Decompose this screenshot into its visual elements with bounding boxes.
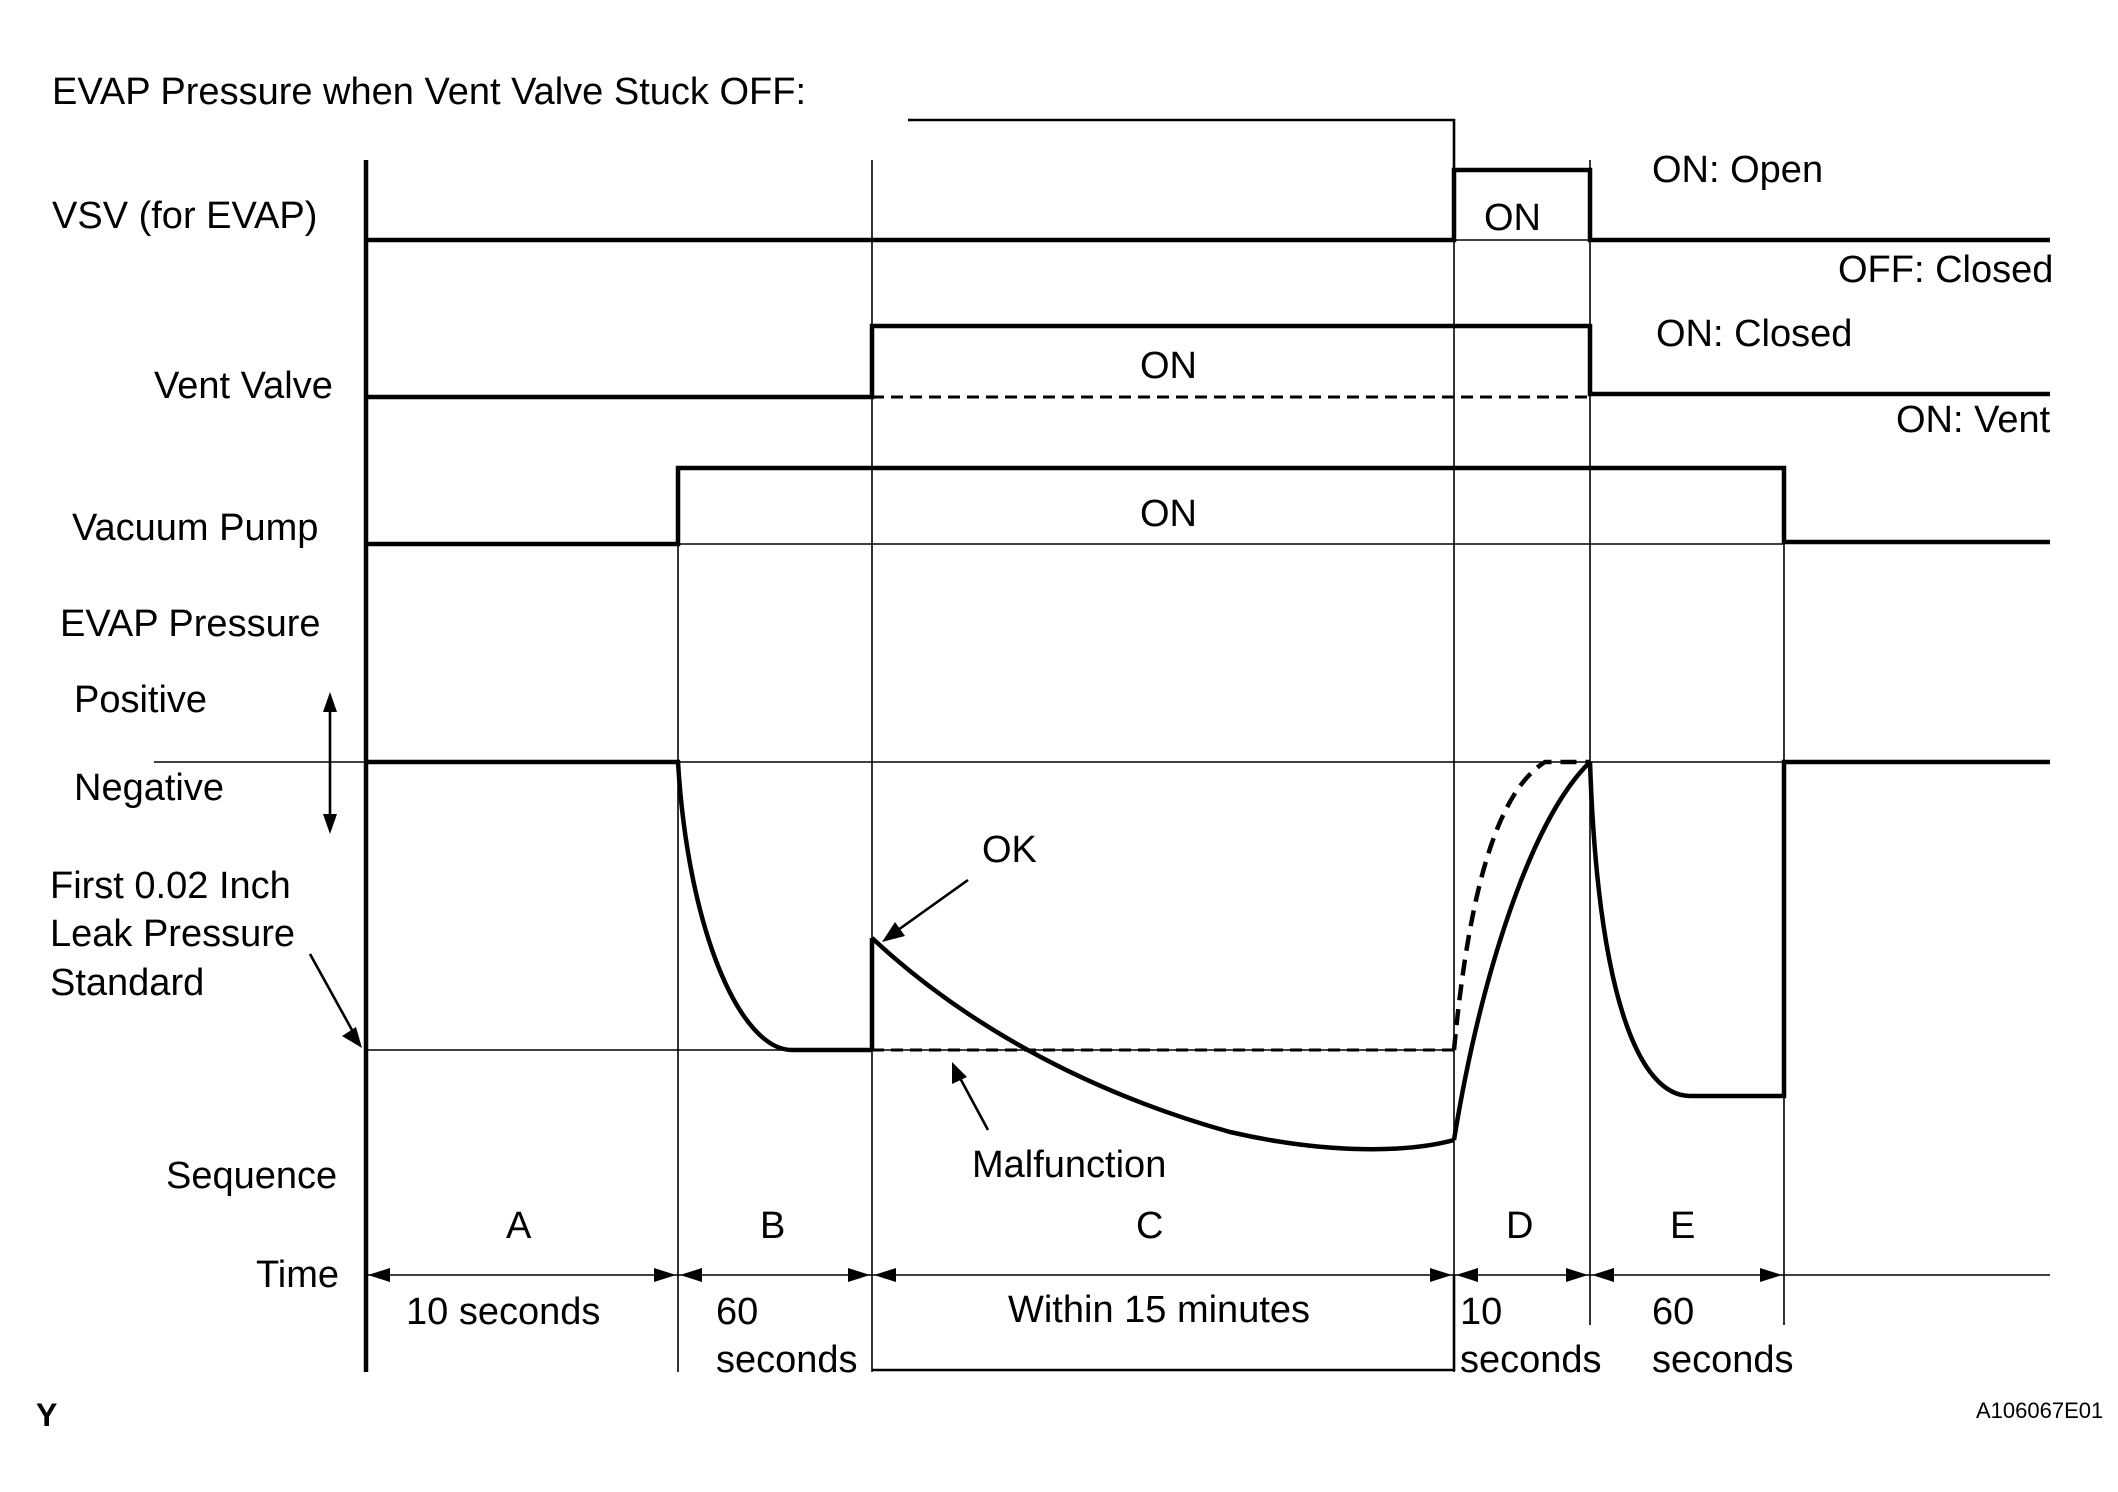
time-e-2: seconds <box>1652 1339 1794 1381</box>
bracket-bottom-line <box>872 1275 1456 1372</box>
time-b-1: 60 <box>716 1291 758 1333</box>
time-d-2: seconds <box>1460 1339 1602 1381</box>
time-b-2: seconds <box>716 1339 858 1381</box>
time-a: 10 seconds <box>406 1291 600 1333</box>
pos-neg-arrow <box>323 692 337 834</box>
footer-mark: Y <box>36 1397 57 1433</box>
seq-a: A <box>506 1205 532 1247</box>
bracket-top-line <box>908 118 1456 240</box>
seq-b: B <box>760 1205 785 1247</box>
vent-on-meaning: ON: Closed <box>1656 313 1852 355</box>
time-c: Within 15 minutes <box>1008 1289 1310 1331</box>
ok-arrow <box>882 878 969 942</box>
time-d-1: 10 <box>1460 1291 1502 1333</box>
vsv-off-meaning: OFF: Closed <box>1838 249 2053 291</box>
label-positive: Positive <box>74 679 207 721</box>
vent-off-meaning: ON: Vent <box>1896 399 2051 441</box>
vent-valve-trace <box>366 323 2050 400</box>
leak-standard-arrow <box>308 953 362 1048</box>
label-vacuum-pump: Vacuum Pump <box>72 507 318 549</box>
label-leak-standard-3: Standard <box>50 962 204 1004</box>
vsv-on-meaning: ON: Open <box>1652 149 1823 191</box>
vsv-on-label: ON <box>1484 197 1541 239</box>
ok-label: OK <box>982 829 1037 871</box>
label-time: Time <box>256 1254 339 1296</box>
vent-on-label: ON <box>1140 345 1197 387</box>
time-arrowheads <box>368 1268 1782 1282</box>
label-evap-pressure: EVAP Pressure <box>60 603 321 645</box>
label-vent-valve: Vent Valve <box>154 365 333 407</box>
label-negative: Negative <box>74 767 224 809</box>
evap-pressure-trace <box>366 759 2050 1152</box>
seq-d: D <box>1506 1205 1533 1247</box>
malfunction-arrow <box>952 1062 990 1131</box>
vsv-trace <box>366 167 2050 243</box>
pump-on-label: ON <box>1140 493 1197 535</box>
vacuum-pump-trace <box>366 465 2050 547</box>
label-leak-standard-2: Leak Pressure <box>50 913 295 955</box>
label-leak-standard-1: First 0.02 Inch <box>50 865 291 907</box>
figure-id: A106067E01 <box>1976 1398 2103 1423</box>
malfunction-label: Malfunction <box>972 1144 1166 1186</box>
diagram-title: EVAP Pressure when Vent Valve Stuck OFF: <box>52 71 806 113</box>
label-sequence: Sequence <box>166 1155 337 1197</box>
phase-boundaries <box>677 160 1785 1372</box>
seq-e: E <box>1670 1205 1695 1247</box>
time-e-1: 60 <box>1652 1291 1694 1333</box>
label-vsv: VSV (for EVAP) <box>52 195 317 237</box>
seq-c: C <box>1136 1205 1163 1247</box>
